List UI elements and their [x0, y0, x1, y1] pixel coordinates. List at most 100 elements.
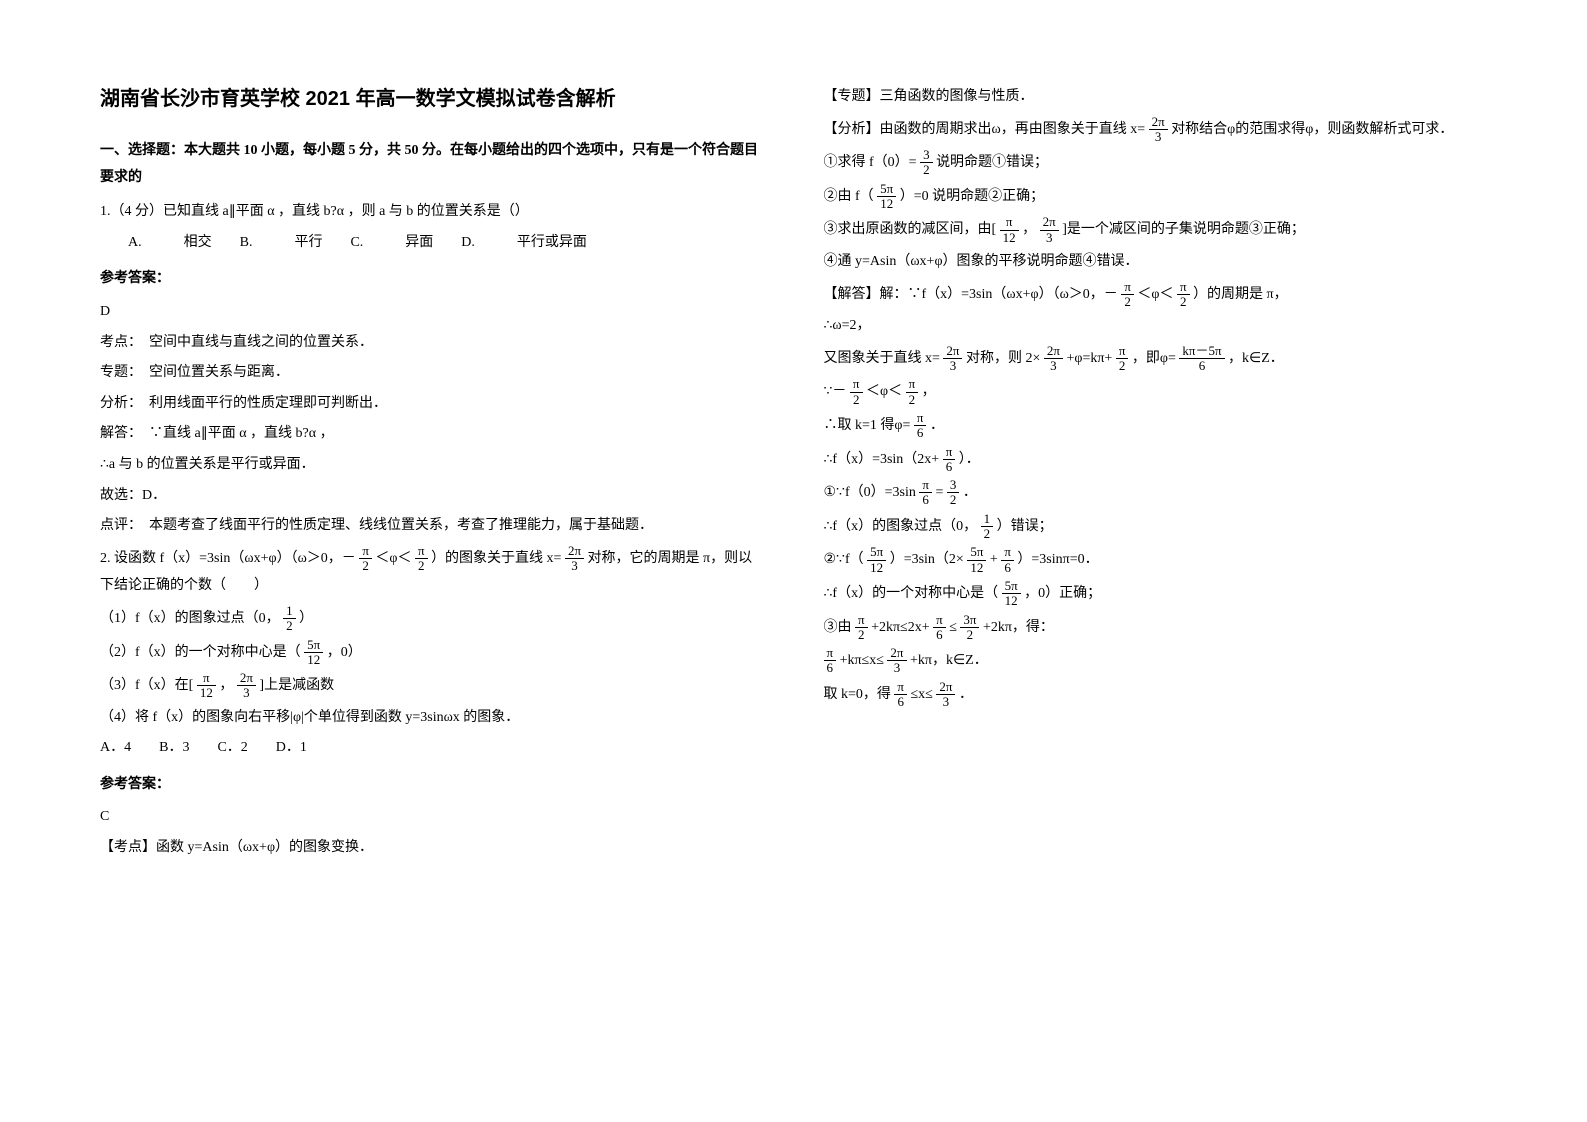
- text: ）=3sinπ=0．: [1017, 552, 1098, 567]
- text: ，即φ=: [1132, 351, 1176, 366]
- q1-line: ∴a 与 b 的位置关系是平行或异面．: [100, 452, 764, 479]
- frac-pi-6: π6: [894, 680, 907, 710]
- q1-line: 点评： 本题考查了线面平行的性质定理、线线位置关系，考查了推理能力，属于基础题．: [100, 513, 764, 540]
- frac-5pi-12: 5π12: [1002, 579, 1021, 609]
- text: ，: [1022, 222, 1036, 237]
- q1-line: 故选：D．: [100, 483, 764, 510]
- text: ，: [219, 678, 233, 693]
- frac-pi-2: π2: [415, 544, 428, 574]
- q2-item2: （2）f（x）的一个对称中心是（ 5π12 ，0）: [100, 638, 764, 668]
- q1-answer-letter: D: [100, 299, 764, 326]
- text: ]上是减函数: [259, 678, 334, 693]
- text: ）=0 说明命题②正确；: [900, 189, 1044, 204]
- text: ＜φ＜: [1137, 287, 1173, 302]
- frac-5pi-12: 5π12: [867, 545, 886, 575]
- frac-pi-2: π2: [359, 544, 372, 574]
- frac-2pi-3: 2π3: [943, 344, 962, 374]
- q2-kaodian: 【考点】函数 y=Asin（ωx+φ）的图象变换．: [100, 835, 764, 862]
- text: +kπ≤x≤: [840, 653, 884, 668]
- text: ，k∈Z．: [1228, 351, 1284, 366]
- q2-stem: 2. 设函数 f（x）=3sin（ωx+φ）（ω＞0，－ π2 ＜φ＜ π2 ）…: [100, 544, 764, 600]
- q1-answer-head: 参考答案：: [100, 266, 764, 293]
- frac-2pi-3: 2π3: [237, 671, 256, 701]
- text: ∴取 k=1 得φ=: [824, 418, 911, 433]
- text: （3）f（x）在[: [100, 678, 193, 693]
- text: （1）f（x）的图象过点（0，: [100, 611, 280, 626]
- text: ）的周期是 π，: [1193, 287, 1288, 302]
- frac-2pi-3: 2π3: [565, 544, 584, 574]
- q1-line: 专题： 空间位置关系与距离．: [100, 360, 764, 387]
- text: ）的图象关于直线 x=: [431, 551, 561, 566]
- right-column: 【专题】三角函数的图像与性质． 【分析】由函数的周期求出ω，再由图象关于直线 x…: [824, 80, 1488, 1042]
- text: ）．: [959, 452, 980, 467]
- text: +2kπ≤2x+: [871, 620, 930, 635]
- q2-options: A．4 B．3 C．2 D．1: [100, 735, 764, 762]
- frac-2pi-3: 2π3: [1040, 215, 1059, 245]
- frac-5pi-12: 5π12: [304, 638, 323, 668]
- frac-kpi: kπ－5π6: [1179, 344, 1224, 374]
- text: ．: [963, 485, 977, 500]
- text: 【解答】解：∵f（x）=3sin（ωx+φ）（ω＞0，－: [824, 287, 1118, 302]
- frac-pi-6: π6: [943, 445, 956, 475]
- frac-3-2: 32: [947, 478, 960, 508]
- text: =: [935, 485, 943, 500]
- r3b-line: π6 +kπ≤x≤ 2π3 +kπ，k∈Z．: [824, 646, 1488, 676]
- text: ）=3sin（2×: [890, 552, 964, 567]
- section-heading: 一、选择题：本大题共 10 小题，每小题 5 分，共 50 分。在每小题给出的四…: [100, 138, 764, 191]
- text: ）: [299, 611, 313, 626]
- fenxi: 【分析】由函数的周期求出ω，再由图象关于直线 x= 2π3 对称结合φ的范围求得…: [824, 115, 1488, 145]
- text: ，: [922, 384, 936, 399]
- q1-options: A. 相交 B. 平行 C. 异面 D. 平行或异面: [100, 230, 764, 257]
- frac-pi-6: π6: [914, 411, 927, 441]
- r2-line: ②∵f（ 5π12 ）=3sin（2× 5π12 + π6 ）=3sinπ=0．: [824, 545, 1488, 575]
- text: ②∵f（: [824, 552, 864, 567]
- zhuanti: 【专题】三角函数的图像与性质．: [824, 84, 1488, 111]
- fx-line: ∴f（x）=3sin（2x+ π6 ）．: [824, 445, 1488, 475]
- text: 【分析】由函数的周期求出ω，再由图象关于直线 x=: [824, 122, 1146, 137]
- page-title: 湖南省长沙市育英学校 2021 年高一数学文模拟试卷含解析: [100, 80, 764, 118]
- q2-item4: （4）将 f（x）的图象向右平移|φ|个单位得到函数 y=3sinωx 的图象．: [100, 705, 764, 732]
- text: ①∵f（0）=3sin: [824, 485, 916, 500]
- text: ③由: [824, 620, 852, 635]
- omega: ∴ω=2，: [824, 313, 1488, 340]
- q2-item3: （3）f（x）在[ π12 ， 2π3 ]上是减函数: [100, 671, 764, 701]
- text: +kπ，k∈Z．: [910, 653, 988, 668]
- text: ．: [930, 418, 944, 433]
- frac-1-2: 12: [283, 604, 296, 634]
- frac-1-2: 12: [981, 512, 994, 542]
- text: ∴f（x）的一个对称中心是（: [824, 586, 999, 601]
- frac-2pi-3: 2π3: [1044, 344, 1063, 374]
- frac-5pi-12: 5π12: [967, 545, 986, 575]
- frac-pi-2: π2: [906, 377, 919, 407]
- text: ]是一个减区间的子集说明命题③正确；: [1062, 222, 1305, 237]
- frac-pi-12: π12: [1000, 215, 1019, 245]
- frac-2pi-3: 2π3: [936, 680, 955, 710]
- text: 2. 设函数 f（x）=3sin（ωx+φ）（ω＞0，－: [100, 551, 356, 566]
- text: +2kπ，得：: [983, 620, 1054, 635]
- text: ∴f（x）的图象过点（0，: [824, 519, 978, 534]
- frac-pi-6: π6: [824, 646, 837, 676]
- text: ）错误；: [997, 519, 1053, 534]
- frac-pi-6: π6: [1001, 545, 1014, 575]
- text: ≤: [949, 620, 957, 635]
- frac-pi-2: π2: [855, 613, 868, 643]
- r1-line: ①∵f（0）=3sin π6 = 32 ．: [824, 478, 1488, 508]
- line: ①求得 f（0）= 32 说明命题①错误；: [824, 148, 1488, 178]
- take-line: ∴取 k=1 得φ= π6 ．: [824, 411, 1488, 441]
- frac-pi-2: π2: [1177, 280, 1190, 310]
- text: ③求出原函数的减区间，由[: [824, 222, 997, 237]
- frac-2pi-3: 2π3: [1149, 115, 1168, 145]
- text: 对称，则 2×: [966, 351, 1040, 366]
- q2-answer-letter: C: [100, 804, 764, 831]
- text: ＜φ＜: [866, 384, 902, 399]
- q2-answer-head: 参考答案：: [100, 772, 764, 799]
- frac-pi-6: π6: [933, 613, 946, 643]
- frac-pi-2: π2: [1116, 344, 1129, 374]
- text: 取 k=0，得: [824, 687, 891, 702]
- text: ②由 f（: [824, 189, 874, 204]
- frac-pi-2: π2: [850, 377, 863, 407]
- text: ∴f（x）=3sin（2x+: [824, 452, 940, 467]
- text: ∵－: [824, 384, 847, 399]
- line: ②由 f（ 5π12 ）=0 说明命题②正确；: [824, 182, 1488, 212]
- q1-stem: 1.（4 分）已知直线 a∥平面 α ，直线 b?α ，则 a 与 b 的位置关…: [100, 199, 764, 226]
